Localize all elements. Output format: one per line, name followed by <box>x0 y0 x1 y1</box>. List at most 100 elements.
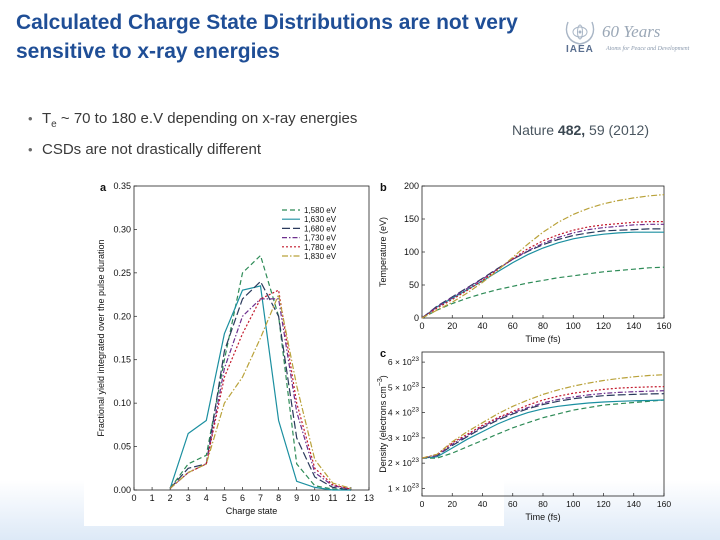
x-tick-label: 10 <box>310 493 320 503</box>
x-tick-label: 20 <box>447 321 457 331</box>
x-tick-label: 40 <box>477 321 487 331</box>
y-tick-label: 0.00 <box>113 485 131 495</box>
x-axis-label: Time (fs) <box>525 512 560 522</box>
iaea-60-years-logo: 60 Years IAEA Atoms for Peace and Develo… <box>560 18 710 60</box>
title-line-2: sensitive to x-ray energies <box>16 40 280 63</box>
bullet-subscript: e <box>51 119 57 130</box>
y-tick-label: 0.30 <box>113 224 131 234</box>
x-tick-label: 120 <box>596 321 611 331</box>
y-tick-label: 2 × 1023 <box>388 457 419 468</box>
series-line-6 <box>421 194 665 319</box>
x-tick-label: 1 <box>150 493 155 503</box>
series-line-2 <box>421 399 665 459</box>
series-line-1 <box>422 399 665 459</box>
y-tick-label: 0.15 <box>113 355 131 365</box>
series-line-2 <box>169 285 351 491</box>
plot-frame <box>421 185 665 319</box>
logo-years-text: 60 Years <box>602 22 661 41</box>
x-tick-label: 8 <box>276 493 281 503</box>
chart-panel-b: b 0 20 40 60 80 100 120 140 160 0 50 100 150 200 Time (… <box>378 181 672 344</box>
y-tick-label: 50 <box>409 280 419 290</box>
panel-letter: c <box>380 348 386 360</box>
panel-letter: a <box>100 182 107 194</box>
y-tick-label: 200 <box>404 181 419 191</box>
x-axis-label: Charge state <box>226 506 278 516</box>
series-line-3 <box>169 280 351 491</box>
legend-label: 1,780 eV <box>304 243 337 252</box>
x-tick-label: 140 <box>626 321 641 331</box>
x-tick-label: 0 <box>131 493 136 503</box>
y-tick-label: 100 <box>404 247 419 257</box>
legend-label: 1,830 eV <box>304 252 337 261</box>
series-line-4 <box>169 298 352 490</box>
chart-panel-c: c 0 20 40 60 80 100 120 140 160 1 × 1023 2 × 1023 3 … <box>377 348 671 522</box>
chart-panel-a: a0 1 2 3 4 5 6 7 8 9 10 11 12 130.000.050.100.150.200… <box>96 181 374 516</box>
x-tick-label: 12 <box>346 493 356 503</box>
y-tick-label: 0.25 <box>113 268 131 278</box>
bullet-text: CSDs are not drastically different <box>42 141 261 158</box>
plot-frame <box>421 351 665 497</box>
x-tick-label: 5 <box>222 493 227 503</box>
x-tick-label: 11 <box>328 493 337 503</box>
bullet-item: Te ~ 70 to 180 e.V depending on x-ray en… <box>28 106 357 137</box>
x-tick-label: 6 <box>240 493 245 503</box>
panel-letter: b <box>380 182 387 194</box>
y-tick-label: 6 × 1023 <box>388 356 419 367</box>
x-tick-label: 80 <box>538 499 548 509</box>
legend-label: 1,680 eV <box>304 224 337 233</box>
y-tick-label: 5 × 1023 <box>388 381 419 392</box>
nature-reference: Nature 482, 59 (2012) <box>512 122 649 138</box>
x-tick-label: 160 <box>656 321 671 331</box>
legend-label: 1,730 eV <box>304 234 337 243</box>
y-tick-label: 0 <box>414 313 419 323</box>
reference-journal: Nature <box>512 122 558 138</box>
plot-frame <box>133 185 370 491</box>
series-line-3 <box>421 393 665 459</box>
x-tick-label: 100 <box>566 499 580 509</box>
legend-label: 1,630 eV <box>304 215 337 224</box>
series-line-1 <box>169 254 351 491</box>
series-line-2 <box>421 231 664 319</box>
laurel-wreath-icon <box>565 21 595 45</box>
bullet-text: T <box>42 110 52 127</box>
title-line-1: Calculated Charge State Distributions ar… <box>16 11 518 34</box>
y-tick-label: 0.20 <box>113 311 131 321</box>
y-axis-label: Temperature (eV) <box>378 217 388 287</box>
series-line-1 <box>421 266 665 319</box>
y-tick-label: 0.35 <box>113 181 131 191</box>
legend-label: 1,580 eV <box>304 206 337 215</box>
y-tick-label: 0.10 <box>113 398 131 408</box>
slide-title: Calculated Charge State Distributions ar… <box>16 8 616 66</box>
x-tick-label: 140 <box>627 499 641 509</box>
logo-org-text: IAEA <box>566 44 594 55</box>
x-tick-label: 40 <box>478 499 488 509</box>
x-tick-label: 7 <box>258 493 263 503</box>
y-tick-label: 1 × 1023 <box>388 482 419 493</box>
x-tick-label: 0 <box>420 499 425 509</box>
series-line-4 <box>421 390 665 459</box>
x-tick-label: 120 <box>596 499 610 509</box>
x-tick-label: 0 <box>419 321 424 331</box>
y-tick-label: 0.05 <box>113 442 131 452</box>
x-tick-label: 13 <box>364 493 374 503</box>
x-tick-label: 60 <box>508 321 518 331</box>
x-tick-label: 4 <box>204 493 209 503</box>
reference-pages-year: 59 (2012) <box>585 122 649 138</box>
series-line-4 <box>421 223 664 319</box>
y-tick-label: 150 <box>404 214 419 224</box>
x-tick-label: 2 <box>168 493 173 503</box>
y-axis-label: Density (electrons cm−3) <box>377 375 388 473</box>
bullet-text-rest: ~ 70 to 180 e.V depending on x-ray energ… <box>56 110 358 127</box>
reference-volume: 482, <box>557 122 586 138</box>
x-tick-label: 60 <box>508 499 518 509</box>
x-tick-label: 20 <box>448 499 458 509</box>
x-tick-label: 80 <box>538 321 548 331</box>
logo-tagline: Atoms for Peace and Development <box>606 46 690 52</box>
series-line-6 <box>421 374 665 459</box>
x-tick-label: 100 <box>566 321 581 331</box>
series-line-5 <box>421 386 665 459</box>
x-tick-label: 9 <box>294 493 299 503</box>
x-tick-label: 160 <box>657 499 671 509</box>
bullet-item: CSDs are not drastically different <box>28 137 357 162</box>
